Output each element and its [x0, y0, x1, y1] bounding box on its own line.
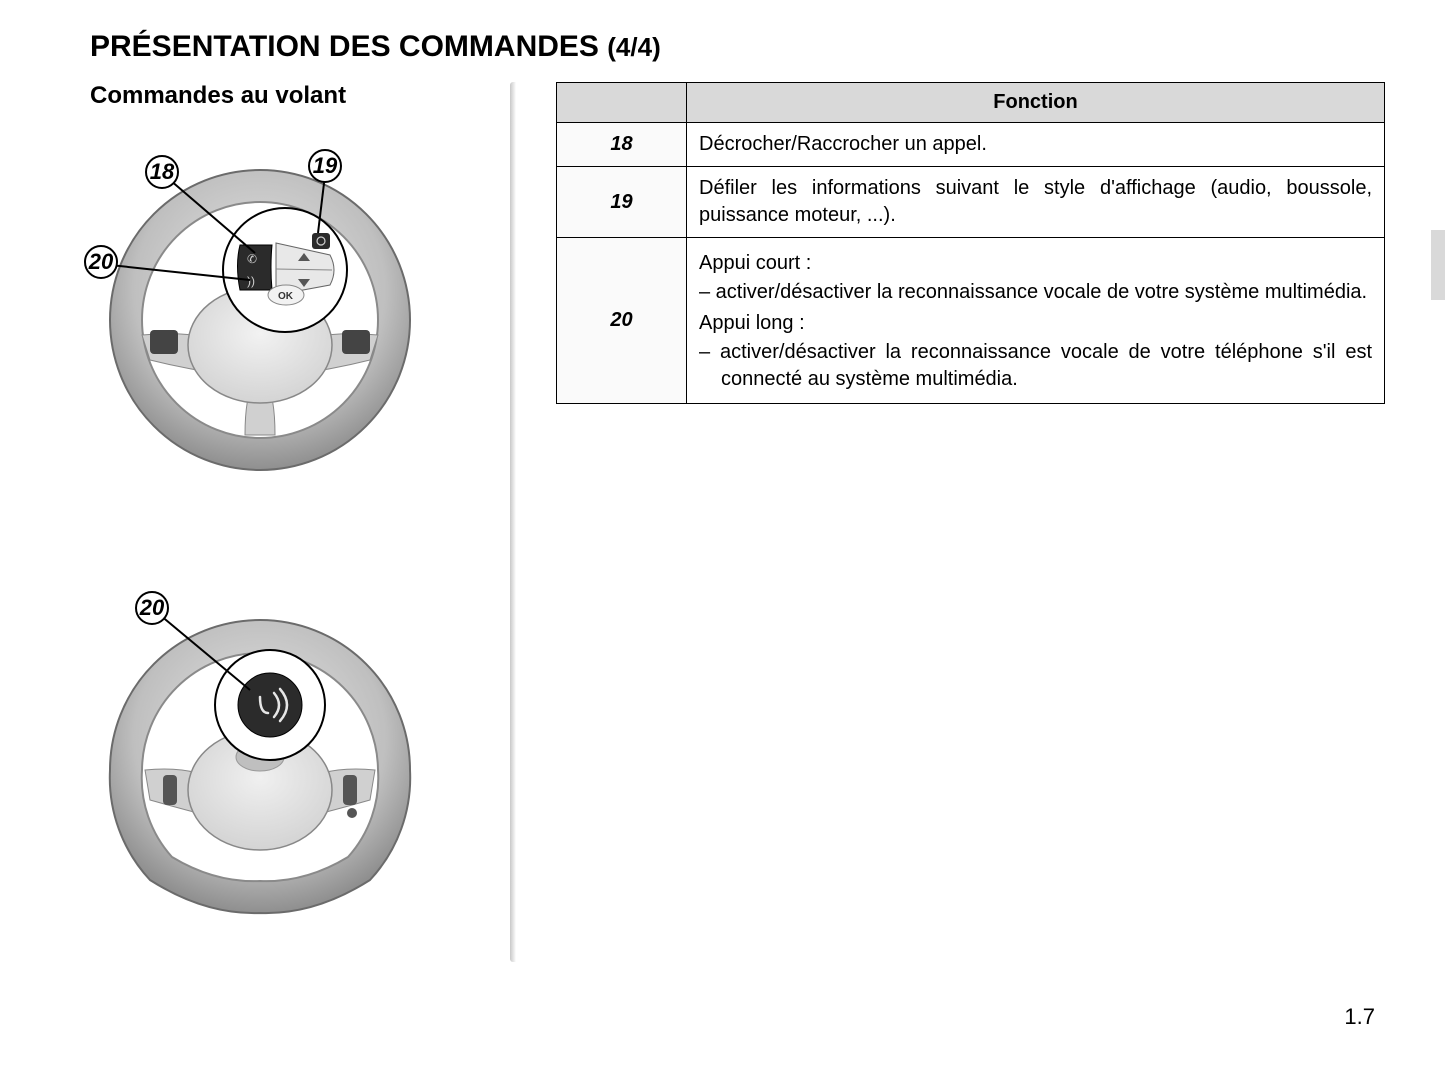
function-table: Fonction 18 Décrocher/Raccrocher un appe… [556, 82, 1385, 404]
steering-wheel-diagram-2: 20 [90, 585, 430, 925]
callout-19: 19 [308, 149, 342, 183]
row-desc: Décrocher/Raccrocher un appel. [687, 123, 1385, 167]
svg-text:OK: OK [278, 291, 294, 302]
row-num: 18 [557, 123, 687, 167]
page-edge-tab [1431, 230, 1445, 300]
long-press-head: Appui long : [699, 310, 1372, 337]
title-main: PRÉSENTATION DES COMMANDES [90, 30, 607, 63]
row-num: 20 [557, 238, 687, 404]
row-num: 19 [557, 167, 687, 238]
page-title: PRÉSENTATION DES COMMANDES (4/4) [90, 30, 1385, 64]
table-row: 19 Défiler les informations suivant le s… [557, 167, 1385, 238]
table-header-blank [557, 83, 687, 123]
table-row: 20 Appui court : – activer/désactiver la… [557, 238, 1385, 404]
callout-20-a: 20 [84, 245, 118, 279]
table-header-function: Fonction [687, 83, 1385, 123]
short-press-head: Appui court : [699, 250, 1372, 277]
callout-18: 18 [145, 155, 179, 189]
steering-wheel-diagram-1: ✆ )) OK 1 [90, 135, 430, 475]
title-part: (4/4) [607, 32, 660, 62]
row-desc: Défiler les informations suivant le styl… [687, 167, 1385, 238]
svg-text:✆: ✆ [247, 252, 257, 266]
short-press-line: – activer/désactiver la reconnaissance v… [699, 279, 1372, 306]
table-row: 18 Décrocher/Raccrocher un appel. [557, 123, 1385, 167]
callout-20-b: 20 [135, 591, 169, 625]
page-number: 1.7 [1344, 1004, 1375, 1030]
svg-text:)): )) [247, 274, 255, 288]
subtitle: Commandes au volant [90, 82, 470, 110]
long-press-line: – activer/désactiver la reconnaissance v… [699, 339, 1372, 393]
row-desc: Appui court : – activer/désactiver la re… [687, 238, 1385, 404]
column-divider [510, 82, 516, 962]
